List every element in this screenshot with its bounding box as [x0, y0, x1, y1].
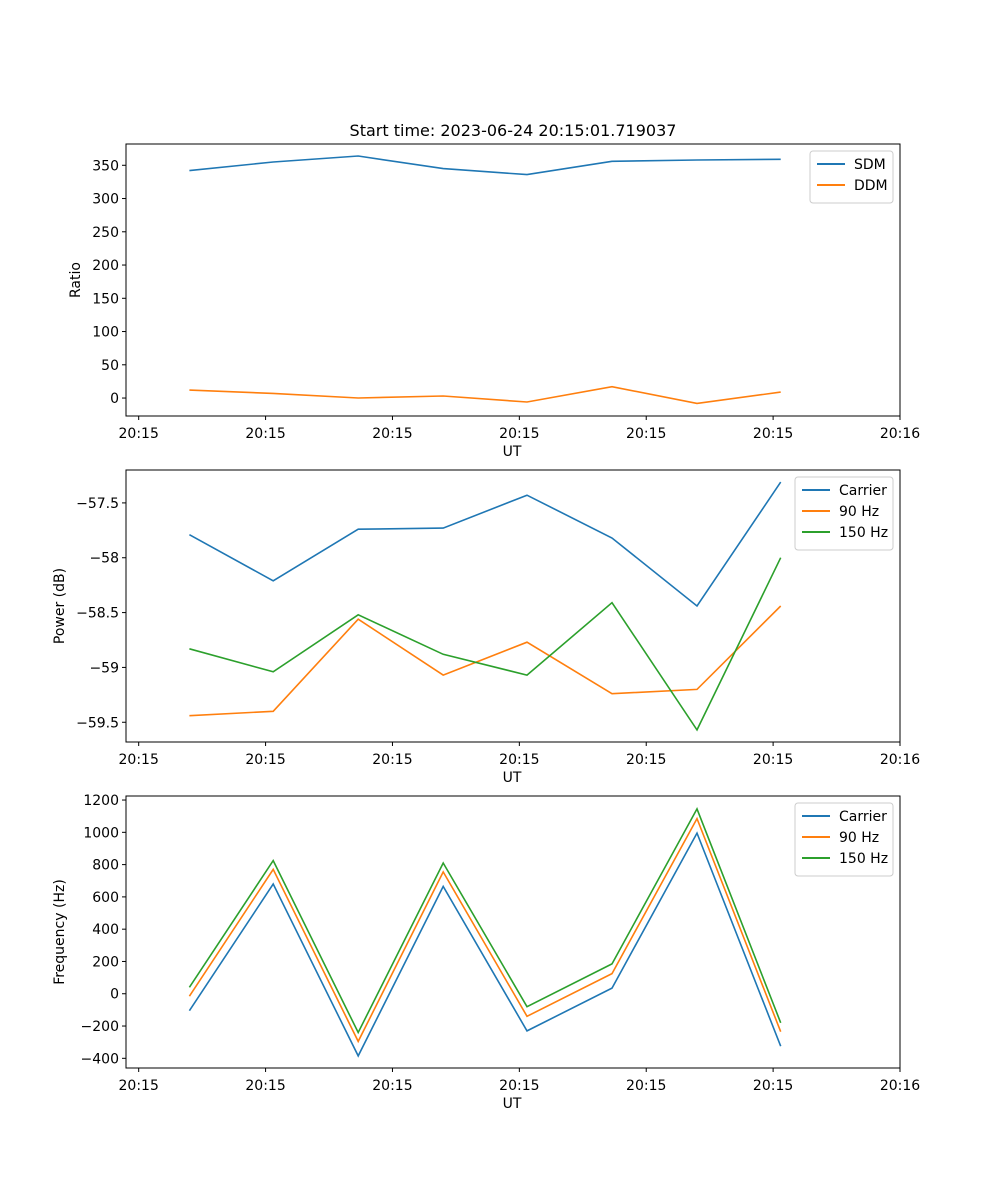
panels: 20:15 20:15 20:15 20:15 20:15 20:15 20:16 0 50 10… [52, 143, 920, 1112]
axes-frame [125, 795, 901, 1069]
x-tick-label: 20:15 [119, 752, 159, 768]
legend-label: 90 Hz [839, 830, 879, 846]
x-tick-label: 20:15 [753, 1078, 793, 1094]
x-tick-label: 20:15 [499, 752, 539, 768]
y-axis-label: Frequency (Hz) [52, 879, 68, 985]
y-tick-label: −200 [81, 1019, 119, 1035]
legend-label: 150 Hz [839, 525, 888, 541]
x-axis-label: UT [503, 770, 522, 786]
x-tick-label: 20:15 [626, 1078, 666, 1094]
legend: Carrier 90 Hz 150 Hz [794, 476, 894, 551]
y-tick-label: 250 [92, 225, 119, 241]
y-axis-label: Power (dB) [52, 568, 68, 644]
y-tick-label: −57.5 [76, 496, 119, 512]
x-tick-label: 20:15 [245, 752, 285, 768]
y-tick-label: −58.5 [76, 606, 119, 622]
legend-label: SDM [854, 157, 886, 173]
axes-frame [125, 143, 901, 417]
y-tick-label: 400 [92, 922, 119, 938]
x-tick-label: 20:15 [119, 426, 159, 442]
y-tick-label: −59.5 [76, 715, 119, 731]
x-axis-label: UT [503, 444, 522, 460]
legend: Carrier 90 Hz 150 Hz [794, 802, 894, 877]
legend-label: 90 Hz [839, 504, 879, 520]
chart-panel-1: 20:15 20:15 20:15 20:15 20:15 20:15 20:16 0 50 10… [68, 143, 920, 460]
chart-panel-3: 20:15 20:15 20:15 20:15 20:15 20:15 20:16 −400 −… [52, 793, 920, 1112]
y-tick-label: −59 [89, 660, 119, 676]
legend-label: DDM [854, 178, 888, 194]
x-tick-label: 20:15 [753, 752, 793, 768]
figure-title: Start time: 2023-06-24 20:15:01.719037 [350, 121, 677, 140]
x-tick-label: 20:15 [372, 1078, 412, 1094]
legend-label: Carrier [839, 809, 887, 825]
legend-label: 150 Hz [839, 851, 888, 867]
y-tick-label: 150 [92, 291, 119, 307]
x-tick-label: 20:15 [626, 426, 666, 442]
y-tick-label: 600 [92, 890, 119, 906]
series-line-90-hz [189, 605, 782, 717]
x-tick-label: 20:15 [499, 426, 539, 442]
x-tick-label: 20:16 [880, 752, 920, 768]
y-tick-label: 300 [92, 192, 119, 208]
axes-frame [125, 469, 901, 743]
x-tick-label: 20:16 [880, 1078, 920, 1094]
x-tick-label: 20:15 [245, 1078, 285, 1094]
series-line-150-hz [188, 807, 782, 1035]
x-tick-label: 20:15 [499, 1078, 539, 1094]
legend: SDM DDM [809, 150, 894, 204]
y-tick-label: 1200 [83, 793, 119, 809]
series-line-carrier [188, 831, 782, 1058]
y-tick-label: 800 [92, 858, 119, 874]
legend-label: Carrier [839, 483, 887, 499]
y-tick-label: 200 [92, 954, 119, 970]
x-tick-label: 20:15 [626, 752, 666, 768]
chart-panel-2: 20:15 20:15 20:15 20:15 20:15 20:15 20:16 −59.5… [52, 469, 920, 786]
series-line-ddm [189, 385, 781, 405]
series-line-sdm [189, 155, 781, 176]
series-line-carrier [189, 481, 782, 608]
series-line-150-hz [189, 557, 782, 732]
x-tick-label: 20:15 [372, 426, 412, 442]
y-tick-label: 50 [101, 358, 119, 374]
y-tick-label: −58 [89, 551, 119, 567]
y-axis-label: Ratio [68, 262, 84, 298]
y-tick-label: 200 [92, 258, 119, 274]
y-tick-label: 1000 [83, 825, 119, 841]
x-tick-label: 20:15 [119, 1078, 159, 1094]
y-tick-label: 0 [110, 391, 119, 407]
x-tick-label: 20:15 [245, 426, 285, 442]
series-line-90-hz [188, 816, 782, 1044]
x-axis-label: UT [503, 1096, 522, 1112]
x-tick-label: 20:15 [372, 752, 412, 768]
y-tick-label: 350 [92, 158, 119, 174]
y-tick-label: 100 [92, 325, 119, 341]
y-tick-label: −400 [81, 1051, 119, 1067]
x-tick-label: 20:15 [753, 426, 793, 442]
x-tick-label: 20:16 [880, 426, 920, 442]
y-tick-label: 0 [110, 987, 119, 1003]
